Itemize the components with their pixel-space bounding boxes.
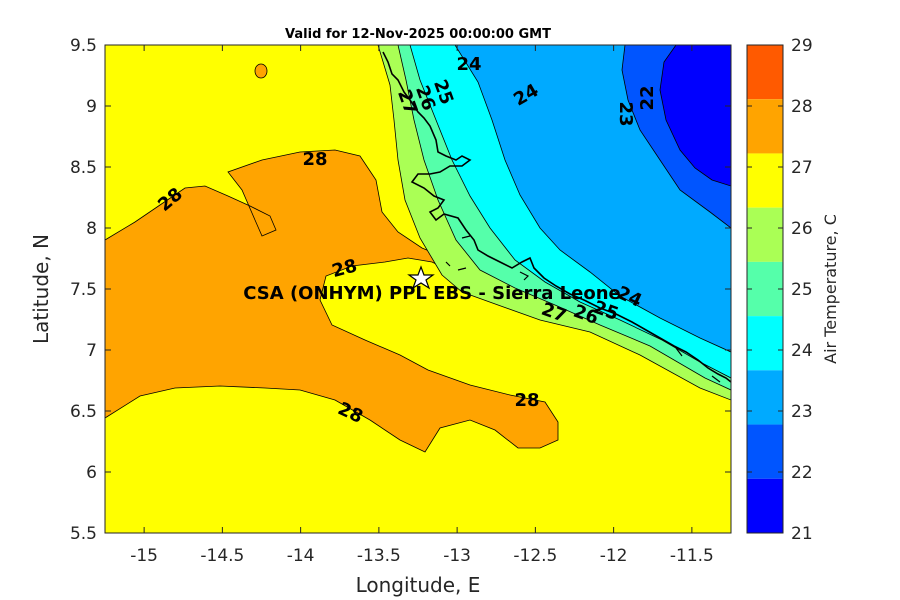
colorbar-swatch: [747, 99, 783, 154]
x-tick-label: -13: [443, 546, 471, 566]
colorbar-tick-label: 21: [791, 524, 813, 544]
x-axis-label: Longitude, E: [356, 573, 481, 597]
x-tick-label: -12: [600, 546, 628, 566]
y-tick-label: 6: [86, 463, 97, 483]
x-tick-label: -12.5: [513, 546, 557, 566]
colorbar-swatch: [747, 478, 783, 533]
colorbar-label: Air Temperature, C: [821, 214, 840, 364]
x-tick-label: -14.5: [200, 546, 244, 566]
colorbar-tick-label: 24: [791, 341, 813, 361]
coastline: [382, 51, 731, 383]
y-tick-label: 5.5: [70, 524, 97, 544]
colorbar-tick-label: 27: [791, 158, 813, 178]
y-tick-label: 7: [86, 341, 97, 361]
site-label: CSA (ONHYM) PPL EBS - Sierra Leone: [243, 283, 620, 304]
colorbar-swatch: [747, 261, 783, 317]
contour-label: 24: [456, 54, 481, 75]
x-tick-label: -11.5: [670, 546, 714, 566]
map-title: Valid for 12-Nov-2025 00:00:00 GMT: [285, 27, 551, 42]
region-27-28: [105, 149, 559, 453]
y-tick-label: 9.5: [70, 36, 97, 56]
colorbar-tick-label: 25: [791, 280, 813, 300]
colorbar-tick-label: 29: [791, 36, 813, 56]
colorbar-swatch: [747, 45, 783, 100]
x-tick-label: -14: [287, 546, 315, 566]
region-20-21: [659, 45, 731, 187]
contour-label: 28: [302, 149, 327, 170]
colorbar-tick-label: 26: [791, 219, 813, 239]
y-tick-label: 7.5: [70, 280, 97, 300]
y-tick-label: 8.5: [70, 158, 97, 178]
colorbar-swatch: [747, 207, 783, 262]
colorbar: 29 28 27 26 25 24 23 22 21: [746, 36, 813, 544]
y-axis-label: Latitude, N: [29, 234, 53, 344]
colorbar-tick-label: 22: [791, 463, 813, 483]
contour-label: 23: [615, 101, 636, 126]
contour-label: 28: [514, 390, 539, 411]
x-axis: -15 -14.5 -14 -13.5 -13 -12.5 -12 -11.5: [130, 45, 714, 566]
region-27-28-small: [254, 63, 268, 79]
colorbar-swatch: [747, 316, 783, 371]
contour-label: 22: [637, 85, 658, 110]
coastline-islands: [445, 235, 721, 383]
x-tick-label: -15: [130, 546, 158, 566]
colorbar-tick-label: 23: [791, 402, 813, 422]
colorbar-tick-label: 28: [791, 97, 813, 117]
y-axis: 9.5 9 8.5 8 7.5 7 6.5 6 5.5: [70, 36, 731, 544]
colorbar-swatch: [747, 370, 783, 425]
colorbar-swatch: [747, 153, 783, 208]
y-tick-label: 8: [86, 219, 97, 239]
y-tick-label: 9: [86, 97, 97, 117]
colorbar-swatch: [747, 424, 783, 479]
contour-map: [105, 45, 731, 533]
y-tick-label: 6.5: [70, 402, 97, 422]
x-tick-label: -13.5: [357, 546, 401, 566]
site-star-icon: [407, 265, 435, 290]
